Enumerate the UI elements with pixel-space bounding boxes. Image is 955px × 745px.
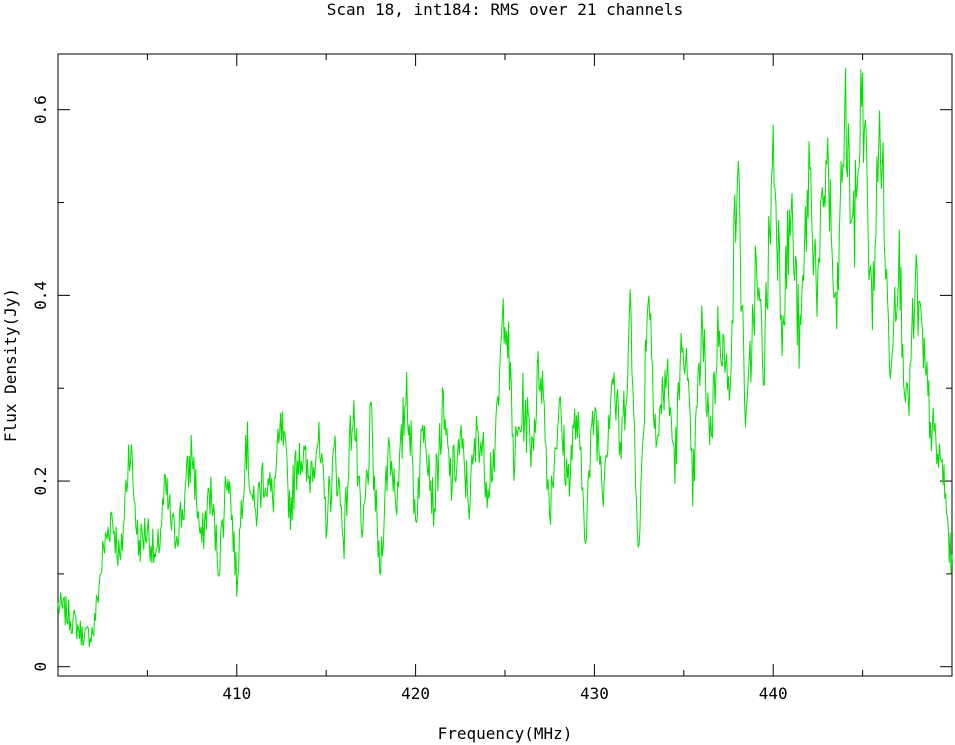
plot-frame [57,53,953,677]
x-tick-label: 440 [759,684,788,703]
x-axis-label: Frequency(MHz) [438,724,573,743]
y-tick-labels: 0 0.2 0.4 0.6 [31,95,50,671]
series-line [57,67,953,648]
x-tick-label: 430 [580,684,609,703]
axis-ticks [57,54,953,676]
y-tick-label: 0.2 [31,467,50,496]
x-tick-label: 410 [222,684,251,703]
x-tick-label: 420 [401,684,430,703]
y-axis-label: Flux Density(Jy) [1,288,20,442]
y-tick-label: 0 [31,662,50,672]
chart-title: Scan 18, int184: RMS over 21 channels [327,0,683,19]
y-tick-label: 0.6 [31,95,50,124]
y-tick-label: 0.4 [31,281,50,310]
x-tick-labels: 410 420 430 440 [222,684,787,703]
